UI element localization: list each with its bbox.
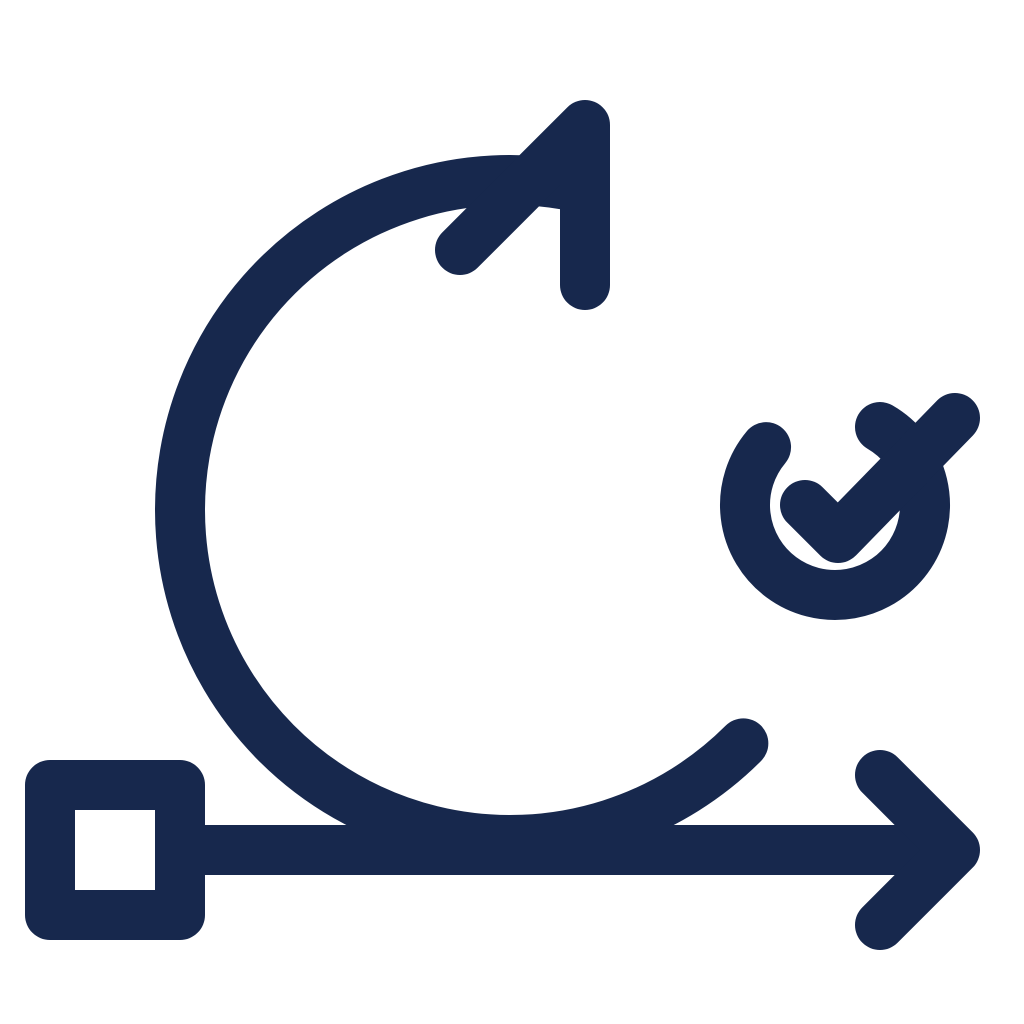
agile-sprint-cycle-icon bbox=[0, 0, 1024, 1024]
cycle-arrowhead bbox=[460, 125, 585, 285]
start-square bbox=[50, 785, 180, 915]
cycle-arc bbox=[180, 180, 743, 840]
